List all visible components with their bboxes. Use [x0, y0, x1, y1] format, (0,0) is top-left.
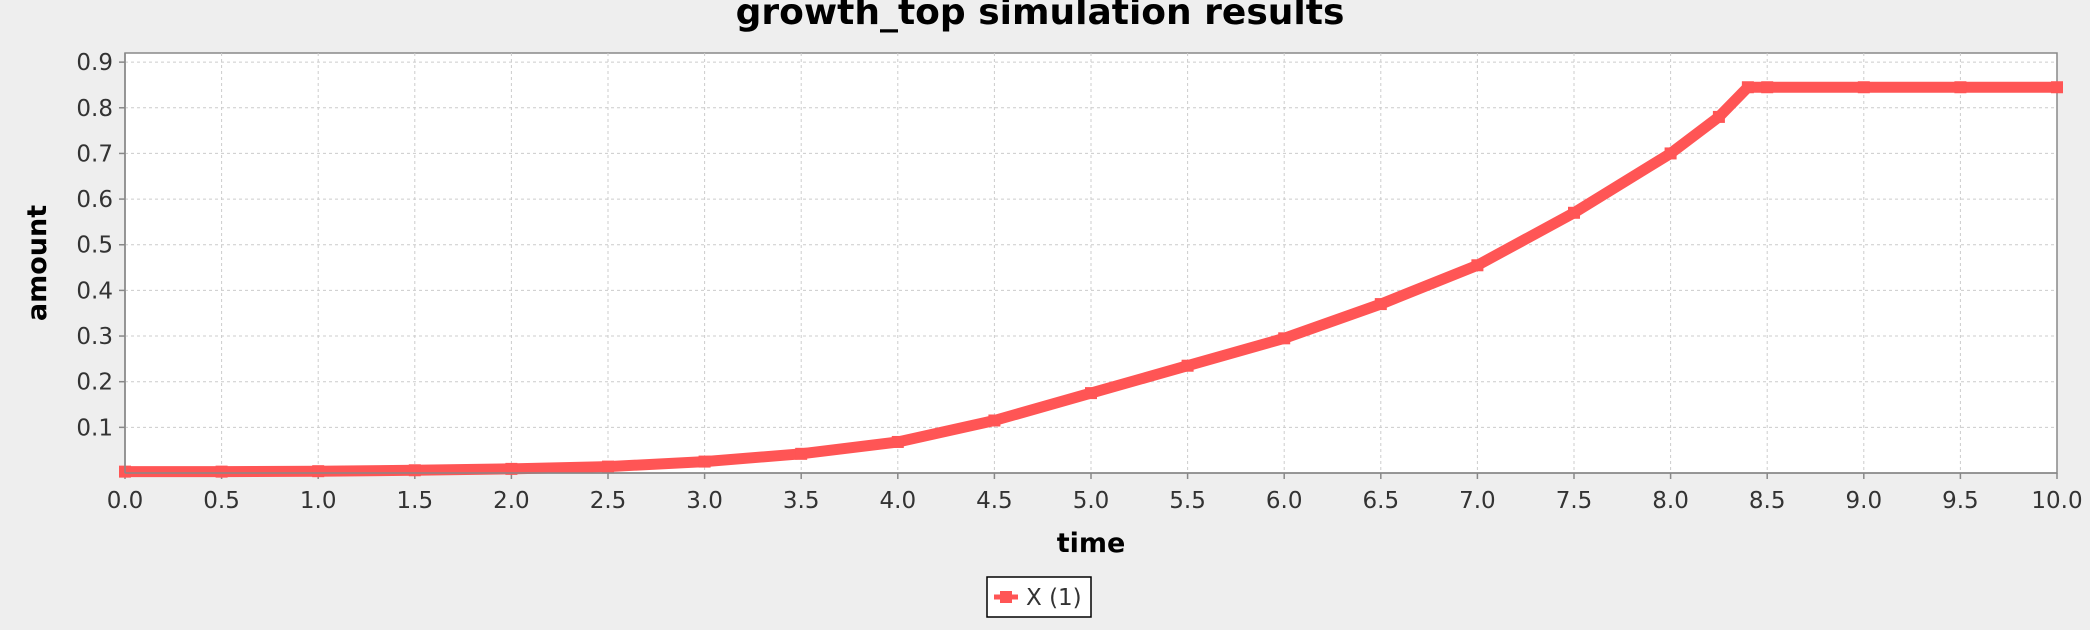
grid-lines: [125, 53, 2057, 473]
y-tick-label: 0.6: [76, 187, 113, 213]
data-point: [215, 465, 228, 478]
x-tick-label: 6.0: [1266, 488, 1303, 514]
x-tick-label: 9.0: [1846, 488, 1883, 514]
series-layer: [119, 81, 2063, 478]
x-tick-label: 1.0: [300, 488, 337, 514]
data-point: [1664, 147, 1677, 160]
legend-swatch-marker: [1000, 591, 1012, 603]
data-point: [1278, 332, 1291, 345]
data-point: [1712, 110, 1725, 123]
x-tick-label: 10.0: [2031, 488, 2082, 514]
x-tick-label: 5.0: [1073, 488, 1110, 514]
y-tick-label: 0.4: [76, 278, 113, 304]
x-tick-label: 4.5: [976, 488, 1013, 514]
legend-label: X (1): [1026, 585, 1082, 611]
x-tick-label: 0.0: [107, 488, 144, 514]
data-point: [1954, 81, 1967, 94]
y-axis-title: amount: [22, 205, 53, 321]
x-tick-label: 3.5: [783, 488, 820, 514]
data-point: [795, 447, 808, 460]
y-tick-label: 0.9: [76, 50, 113, 76]
data-point: [1568, 206, 1580, 219]
x-tick-label: 1.5: [397, 488, 434, 514]
data-point: [1471, 259, 1484, 272]
y-tick-label: 0.1: [76, 415, 113, 441]
x-tick-label: 2.5: [590, 488, 627, 514]
data-point: [1741, 81, 1754, 94]
x-tick-label: 0.5: [203, 488, 240, 514]
data-point: [505, 462, 518, 475]
x-tick-label: 5.5: [1169, 488, 1206, 514]
x-tick-label: 3.0: [686, 488, 723, 514]
data-point: [1085, 387, 1097, 400]
data-point: [602, 460, 614, 473]
x-tick-label: 6.5: [1363, 488, 1400, 514]
data-point: [698, 455, 711, 468]
data-point: [988, 414, 1001, 427]
data-point: [1761, 81, 1774, 94]
x-tick-label: 8.0: [1652, 488, 1689, 514]
data-point: [1374, 298, 1387, 311]
data-point: [1181, 359, 1194, 372]
y-tick-label: 0.3: [76, 324, 113, 350]
axis-ticks: 0.0 0.5 1.0 1.5 2.0 2.5 3.0 3.5 4.0 4.5 5.0 5.5 6.0 6…: [76, 50, 2082, 514]
x-tick-label: 7.5: [1556, 488, 1593, 514]
x-tick-label: 7.0: [1459, 488, 1496, 514]
y-tick-label: 0.2: [76, 370, 113, 396]
x-tick-label: 4.0: [880, 488, 917, 514]
x-axis-title: time: [1057, 528, 1126, 559]
x-tick-label: 9.5: [1942, 488, 1979, 514]
chart-title: growth_top simulation results: [736, 0, 1345, 33]
y-tick-label: 0.8: [76, 96, 113, 122]
legend: X (1): [986, 576, 1092, 618]
data-point: [2051, 81, 2063, 94]
data-point: [891, 435, 904, 448]
data-point: [1857, 81, 1870, 94]
x-tick-label: 8.5: [1749, 488, 1786, 514]
x-tick-label: 2.0: [493, 488, 530, 514]
y-tick-label: 0.5: [76, 233, 113, 259]
y-tick-label: 0.7: [76, 141, 113, 167]
data-point: [408, 464, 421, 477]
data-point: [312, 465, 325, 478]
